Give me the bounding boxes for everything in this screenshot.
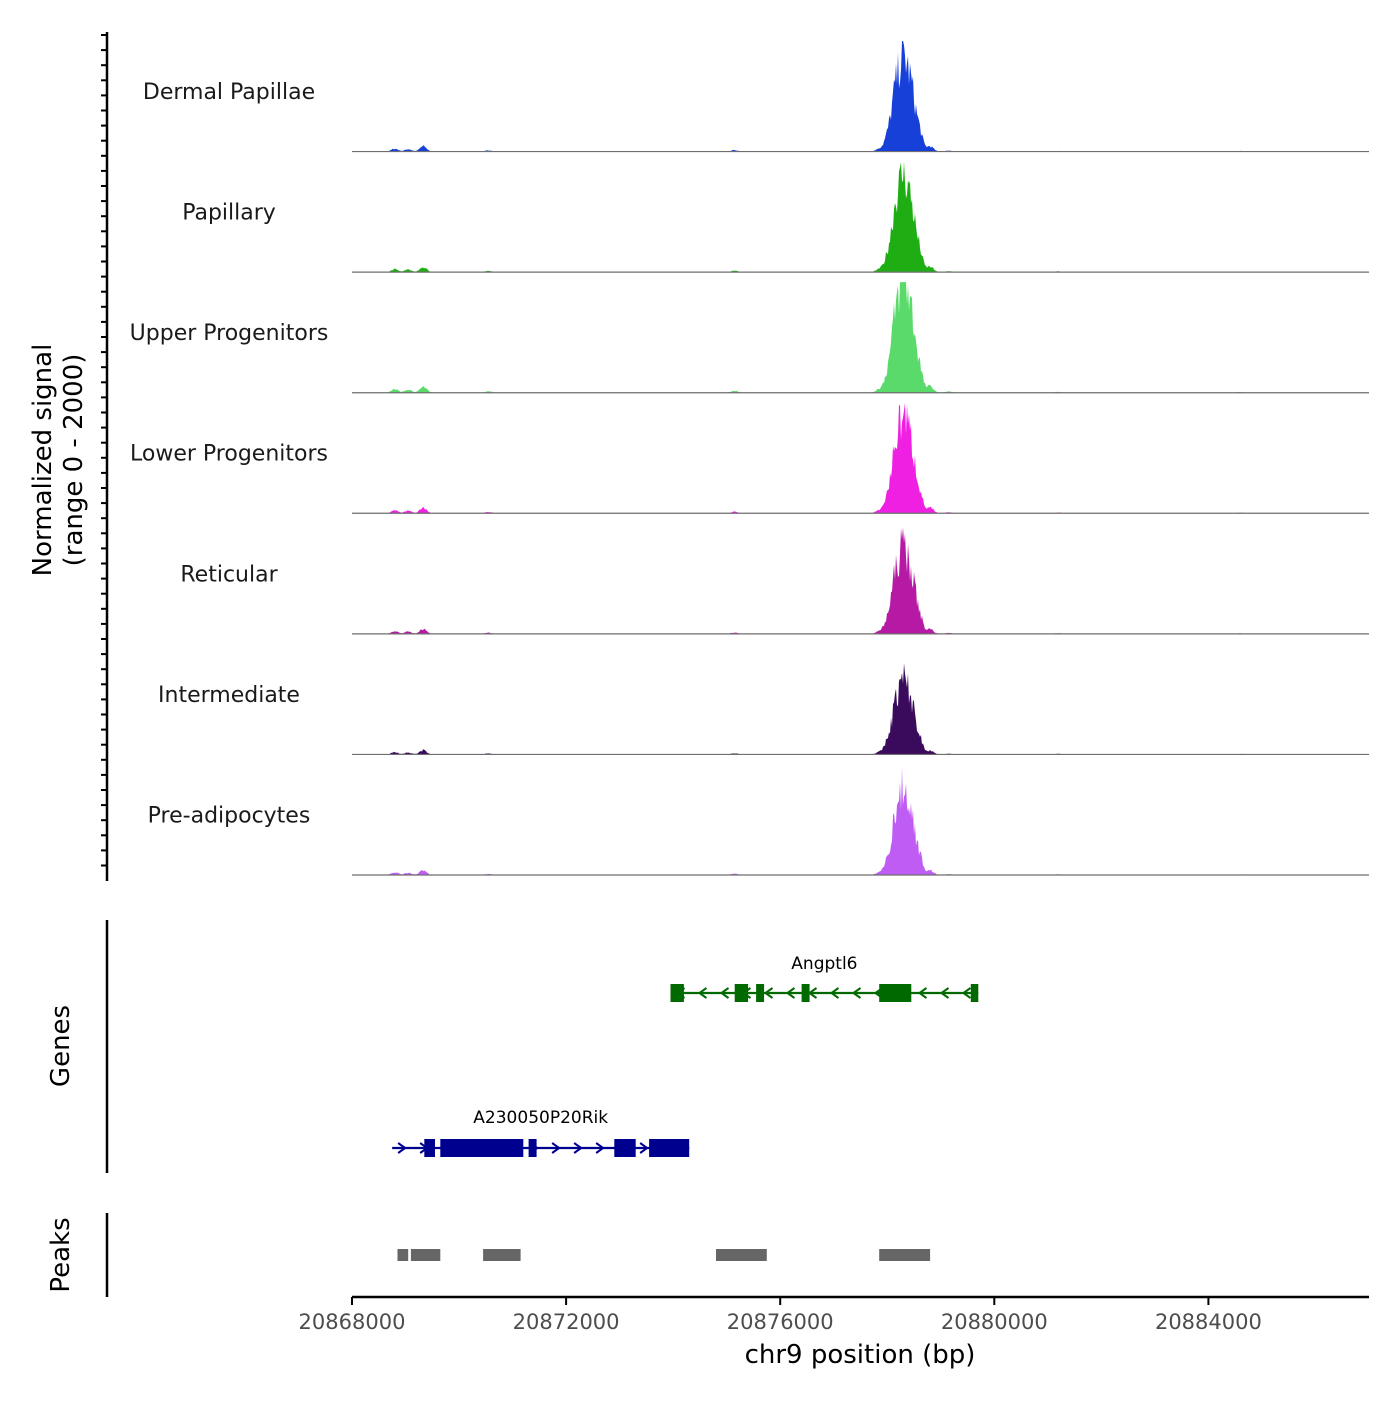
gene-exon: [970, 984, 979, 1002]
y-axis-title-line2: (range 0 - 2000): [59, 354, 89, 567]
coverage-track: Lower Progenitors: [130, 402, 1369, 514]
coverage-track: Papillary: [182, 161, 1369, 273]
track-label: Upper Progenitors: [130, 321, 329, 346]
signal-area: [352, 282, 1369, 393]
x-tick-label: 20868000: [299, 1310, 406, 1334]
peak-region: [483, 1249, 521, 1261]
strand-chevron: [697, 987, 708, 999]
strand-chevron: [719, 987, 730, 999]
strand-chevron: [573, 1142, 583, 1154]
x-tick-label: 20884000: [1155, 1310, 1262, 1334]
gene-exon: [424, 1139, 435, 1157]
signal-area: [352, 402, 1369, 514]
strand-chevron: [595, 1142, 605, 1154]
gene-exon: [649, 1139, 690, 1157]
gene-exon: [440, 1139, 524, 1157]
signal-area: [352, 663, 1369, 755]
peak-region: [410, 1249, 441, 1261]
signal-area: [352, 527, 1369, 634]
coverage-tracks: Dermal Papillae Papillary Upper Progenitor…: [130, 41, 1369, 876]
gene-exon: [879, 984, 912, 1002]
gene-exon: [670, 984, 684, 1002]
coverage-axis-ticks: [101, 34, 107, 867]
genes-track-label: Genes: [46, 1005, 76, 1087]
genes-track: Angptl6 A230050P20Rik: [392, 954, 979, 1157]
strand-chevron: [917, 987, 928, 999]
strand-chevron: [639, 1142, 649, 1154]
strand-chevron: [851, 987, 862, 999]
gene-label: Angptl6: [791, 954, 857, 974]
track-label: Reticular: [180, 562, 278, 587]
gene-exon: [801, 984, 810, 1002]
peak-region: [397, 1249, 409, 1261]
track-label: Papillary: [182, 201, 276, 226]
x-axis-ticks: 20868000 20872000 20876000 20880000 20884000: [299, 1297, 1262, 1334]
gene-exon: [614, 1139, 636, 1157]
gene-exon: [734, 984, 749, 1002]
signal-area: [352, 41, 1369, 152]
strand-chevron: [397, 1142, 407, 1154]
coverage-track: Reticular: [180, 527, 1369, 635]
gene-model: Angptl6: [670, 954, 979, 1002]
peak-region: [879, 1249, 931, 1261]
x-axis-title: chr9 position (bp): [745, 1340, 976, 1370]
signal-area: [352, 767, 1369, 875]
peaks-track: [397, 1249, 931, 1261]
signal-area: [352, 161, 1369, 273]
coverage-track: Dermal Papillae: [143, 41, 1369, 153]
gene-model: A230050P20Rik: [392, 1108, 690, 1157]
coverage-track: Pre-adipocytes: [148, 767, 1369, 876]
x-tick-label: 20880000: [941, 1310, 1048, 1334]
track-label: Pre-adipocytes: [148, 803, 311, 828]
y-axis-title-line1: Normalized signal: [28, 344, 58, 577]
strand-chevron: [785, 987, 796, 999]
track-label: Intermediate: [158, 683, 300, 708]
gene-exon: [756, 984, 765, 1002]
track-label: Dermal Papillae: [143, 80, 315, 105]
strand-chevron: [829, 987, 840, 999]
peaks-track-label: Peaks: [46, 1217, 76, 1292]
x-tick-label: 20876000: [727, 1310, 834, 1334]
coverage-track: Intermediate: [158, 663, 1369, 756]
strand-chevron: [939, 987, 950, 999]
x-tick-label: 20872000: [513, 1310, 620, 1334]
gene-exon: [528, 1139, 537, 1157]
track-label: Lower Progenitors: [130, 442, 328, 467]
peak-region: [716, 1249, 767, 1261]
coverage-track: Upper Progenitors: [130, 282, 1369, 394]
strand-chevron: [551, 1142, 561, 1154]
gene-label: A230050P20Rik: [473, 1108, 608, 1128]
strand-chevron: [961, 987, 972, 999]
strand-chevron: [763, 987, 774, 999]
